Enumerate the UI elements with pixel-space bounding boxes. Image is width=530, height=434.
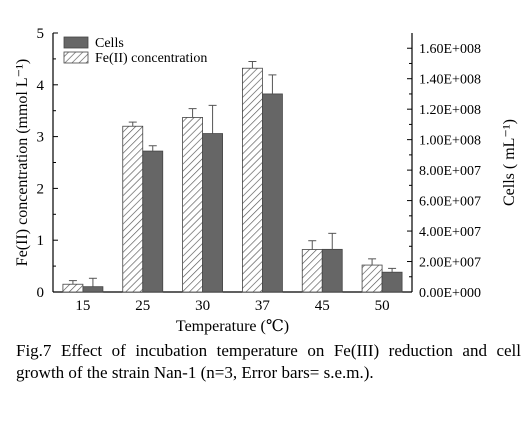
y2-tick-label: 1.40E+008: [419, 73, 481, 88]
bar-fe-concentration: [301, 249, 323, 293]
y2-tick-label: 2.00E+007: [419, 256, 481, 271]
y2-tick-label: 1.00E+008: [419, 134, 481, 149]
x-tick-label: 30: [195, 298, 210, 314]
caption-text: Fig.7 Effect of incubation temperature o…: [16, 341, 521, 382]
x-tick-label: 15: [75, 298, 90, 314]
figure-caption: Fig.7 Effect of incubation temperature o…: [16, 340, 521, 384]
y2-tick-label: 8.00E+007: [419, 164, 481, 179]
bar-fe-concentration: [182, 117, 203, 293]
legend-swatch-fe: [63, 51, 89, 64]
y-tick-label: 4: [37, 78, 45, 94]
bar-fe-concentration: [62, 283, 84, 293]
x-tick-label: 45: [315, 298, 330, 314]
bar-cells: [82, 286, 104, 293]
y-axis-label: Fe(II) concentration (mmol L⁻¹): [14, 59, 31, 266]
y-tick-label: 5: [37, 26, 45, 42]
bar-cells: [262, 93, 283, 293]
y-tick-label: 3: [37, 130, 45, 146]
bar-fe-concentration: [122, 125, 144, 293]
legend-label-fe: Fe(II) concentration: [95, 51, 207, 66]
y2-tick-label: 1.20E+008: [419, 103, 481, 118]
legend-label-cells: Cells: [95, 36, 124, 51]
x-axis-label: Temperature (℃): [176, 318, 289, 335]
legend-swatch-cells: [63, 36, 89, 49]
bar-fe-concentration: [361, 264, 383, 293]
x-tick-label: 25: [135, 298, 150, 314]
figure: 0 1 2 3 4 5 0.00E+000 2.00E+007 4.00E+007 6.00E+0…: [14, 26, 518, 335]
y-tick-label: 2: [37, 181, 45, 197]
y2-tick-label: 1.60E+008: [419, 42, 481, 57]
bar-fe-concentration: [242, 67, 263, 293]
y2-tick-label: 6.00E+007: [419, 195, 481, 210]
x-tick-label: 50: [375, 298, 390, 314]
bar-cells: [202, 133, 223, 293]
y2-tick-label: 0.00E+000: [419, 286, 481, 301]
x-tick-label: 37: [255, 298, 271, 314]
y2-tick-label: 4.00E+007: [419, 225, 481, 240]
y-tick-label: 0: [37, 285, 45, 301]
bar-cells: [321, 248, 343, 293]
chart: 0123450.00E+0002.00E+0074.00E+0076.00E+0…: [14, 26, 518, 335]
y-tick-label: 1: [37, 233, 45, 249]
y2-axis-label: Cells ( mL⁻¹): [501, 119, 518, 206]
bar-cells: [142, 150, 164, 293]
bar-cells: [381, 271, 403, 293]
